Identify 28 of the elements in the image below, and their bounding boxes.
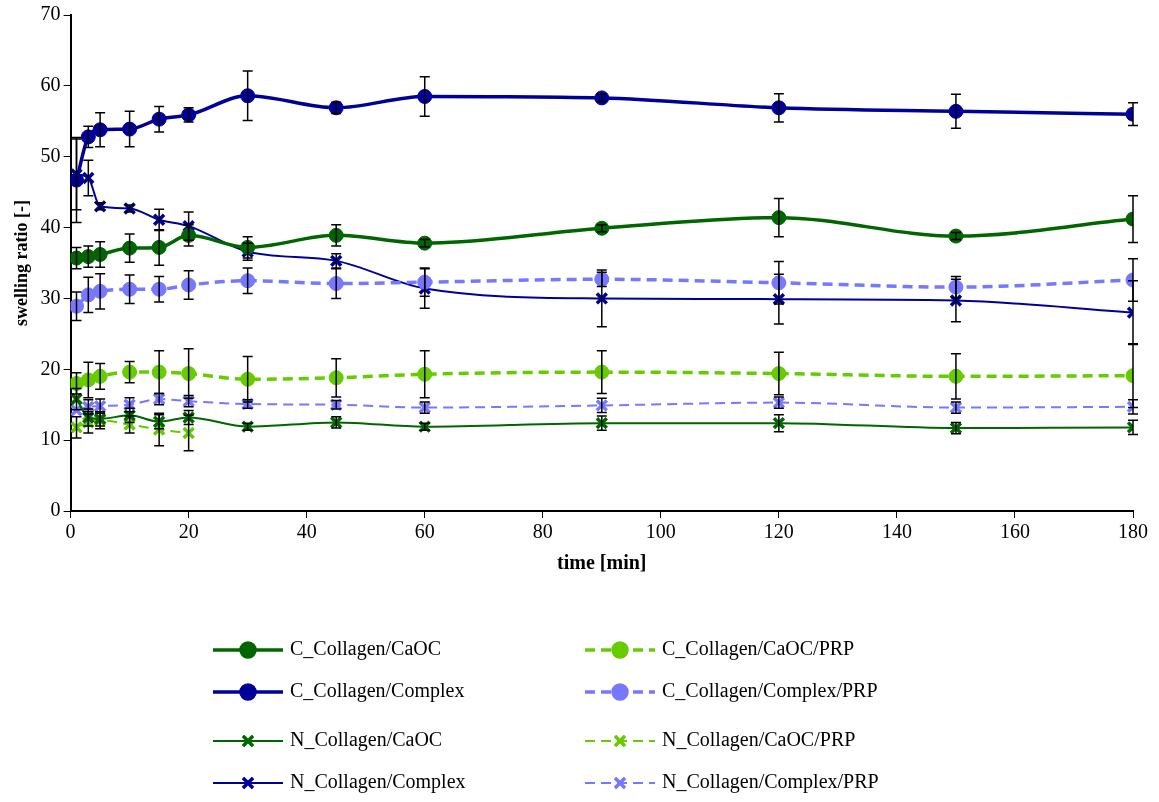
legend-label: N_Collagen/CaOC/PRP (662, 728, 856, 752)
x-tick-label: 60 (414, 520, 435, 543)
legend-label: C_Collagen/CaOC (290, 637, 442, 661)
y-tick-label: 10 (40, 427, 61, 450)
legend-label: C_Collagen/CaOC/PRP (662, 637, 855, 661)
x-tick-label: 20 (178, 520, 199, 543)
legend-label: C_Collagen/Complex/PRP (662, 679, 878, 703)
y-tick-label: 50 (40, 143, 61, 166)
legend-label: N_Collagen/CaOC (290, 728, 443, 752)
x-axis-title: time [min] (557, 551, 647, 574)
y-tick-label: 70 (40, 2, 61, 25)
y-tick-label: 30 (40, 285, 61, 308)
legend-label: N_Collagen/Complex/PRP (662, 770, 879, 794)
legend-label: N_Collagen/Complex (290, 770, 466, 794)
x-tick-label: 100 (645, 520, 676, 543)
y-tick-label: 40 (40, 214, 61, 237)
legend-label: C_Collagen/Complex (290, 679, 465, 703)
x-tick-label: 140 (881, 520, 912, 543)
x-tick-label: 0 (65, 520, 76, 543)
x-tick-label: 160 (999, 520, 1030, 543)
x-tick-label: 180 (1118, 520, 1148, 543)
x-tick-label: 120 (763, 520, 794, 543)
y-tick-label: 0 (50, 498, 61, 521)
y-axis-title: swelling ratio [-] (11, 200, 32, 326)
x-tick-label: 80 (532, 520, 553, 543)
y-tick-label: 60 (40, 73, 61, 96)
y-tick-label: 20 (40, 356, 61, 379)
x-tick-label: 40 (296, 520, 317, 543)
